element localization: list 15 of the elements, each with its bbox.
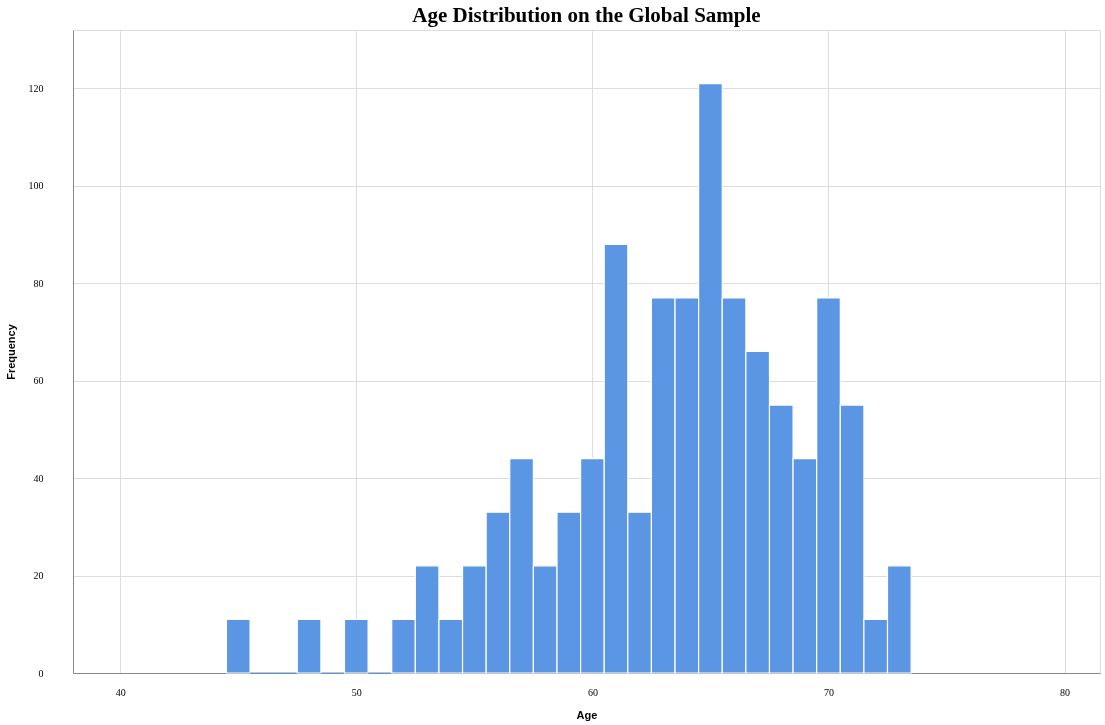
x-tick-label: 40 (115, 686, 126, 698)
x-axis-title: Age (576, 708, 598, 721)
y-axis-title: Frequency (4, 323, 17, 380)
y-tick-label: 0 (38, 667, 44, 679)
x-tick-label: 50 (351, 686, 362, 698)
y-tick-label: 20 (33, 570, 44, 582)
x-tick-label: 80 (1060, 686, 1071, 698)
y-tick-label: 60 (33, 375, 44, 387)
x-tick-label: 70 (823, 686, 834, 698)
y-tick-label: 80 (33, 277, 44, 289)
y-tick-label: 120 (28, 82, 44, 94)
chart-title: Age Distribution on the Global Sample (412, 3, 761, 27)
y-tick-label: 40 (33, 472, 44, 484)
y-tick-label: 100 (28, 180, 44, 192)
x-tick-label: 60 (587, 686, 598, 698)
